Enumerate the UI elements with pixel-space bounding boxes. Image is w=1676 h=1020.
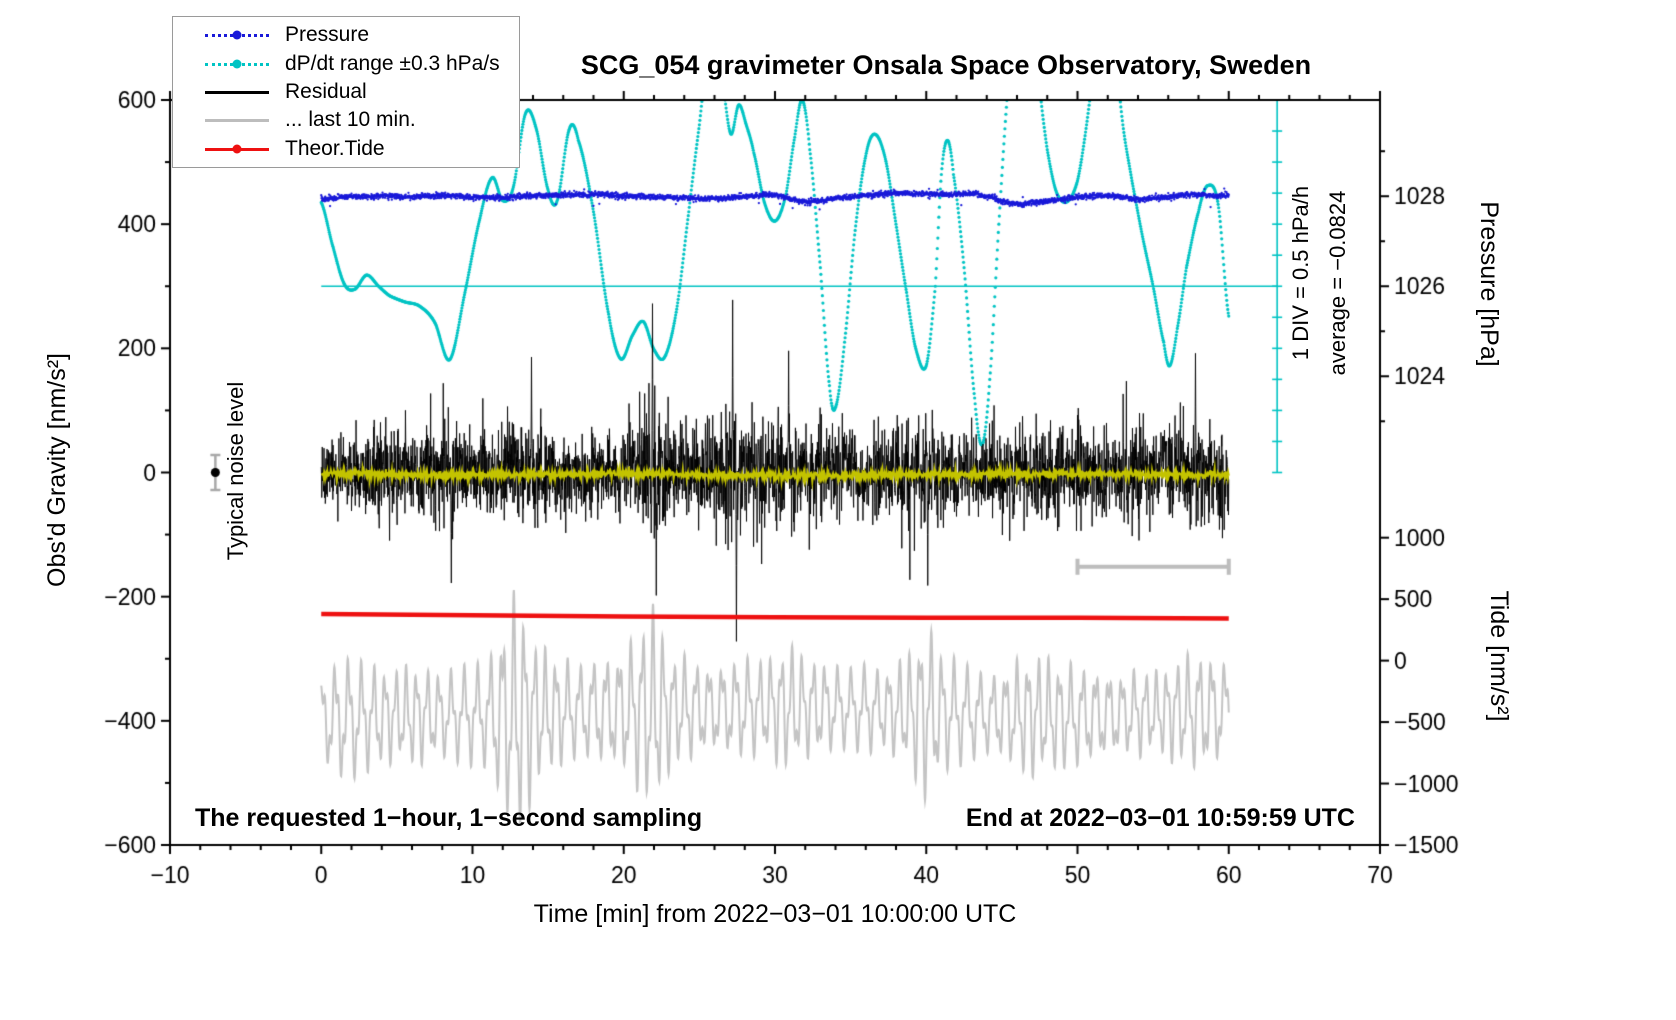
page-title: SCG_054 gravimeter Onsala Space Observat… (580, 50, 1312, 80)
y-axis-label-tide: Tide [nm/s²] (1485, 590, 1513, 722)
typical-noise-level-label: Typical noise level (223, 381, 248, 561)
legend-label: Theor.Tide (285, 136, 385, 160)
legend-item-pressure: Pressure (173, 22, 519, 48)
dpdt-series-icon (201, 57, 273, 71)
end-time-note: End at 2022−03−01 10:59:59 UTC (965, 804, 1355, 832)
sampling-note: The requested 1−hour, 1−second sampling (195, 804, 703, 832)
x-axis-label: Time [min] from 2022−03−01 10:00:00 UTC (533, 900, 1017, 928)
legend-item-residual: Residual (173, 79, 519, 105)
div-scale-annotation: 1 DIV = 0.5 hPa/h (1288, 185, 1313, 361)
pressure-series-icon (201, 28, 273, 42)
legend-item-dpdt: dP/dt range ±0.3 hPa/s (173, 51, 519, 77)
residual-series-icon (201, 85, 273, 99)
y-axis-label-gravity: Obs'd Gravity [nm/s²] (43, 353, 71, 587)
legend-label: Residual (285, 79, 367, 103)
y-axis-label-pressure: Pressure [hPa] (1475, 201, 1503, 367)
theor-tide-series-icon (201, 142, 273, 156)
legend-label: Pressure (285, 23, 370, 47)
average-annotation: average = −0.0824 (1325, 190, 1350, 376)
legend-item-theor-tide: Theor.Tide (173, 136, 519, 162)
last10min-series-icon (201, 113, 273, 127)
legend-label: dP/dt range ±0.3 hPa/s (285, 51, 500, 75)
legend: Pressure dP/dt range ±0.3 hPa/s Residual… (172, 16, 520, 168)
legend-label: ... last 10 min. (285, 108, 416, 132)
legend-item-last10min: ... last 10 min. (173, 107, 519, 133)
